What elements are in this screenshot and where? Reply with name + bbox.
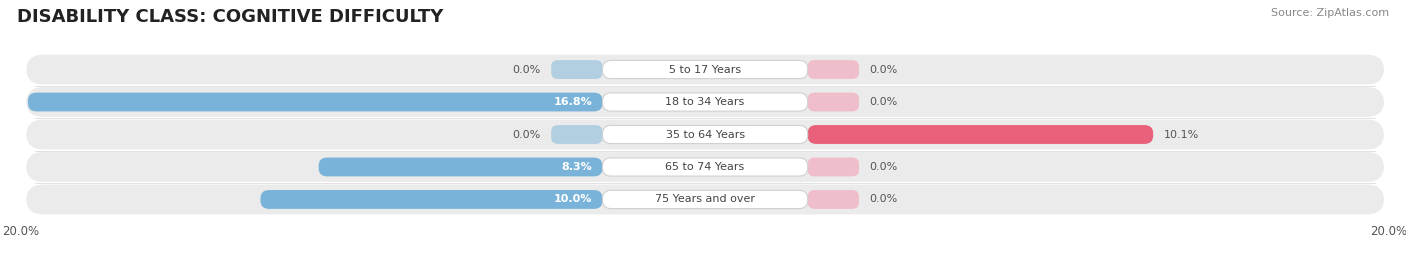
FancyBboxPatch shape xyxy=(27,119,1384,150)
FancyBboxPatch shape xyxy=(603,125,807,144)
Text: Source: ZipAtlas.com: Source: ZipAtlas.com xyxy=(1271,8,1389,18)
FancyBboxPatch shape xyxy=(807,60,859,79)
FancyBboxPatch shape xyxy=(807,158,859,176)
Text: 75 Years and over: 75 Years and over xyxy=(655,194,755,204)
Text: 35 to 64 Years: 35 to 64 Years xyxy=(665,129,745,140)
Text: 0.0%: 0.0% xyxy=(869,65,897,75)
FancyBboxPatch shape xyxy=(28,93,603,111)
FancyBboxPatch shape xyxy=(260,190,603,209)
FancyBboxPatch shape xyxy=(27,185,1384,214)
Text: 5 to 17 Years: 5 to 17 Years xyxy=(669,65,741,75)
FancyBboxPatch shape xyxy=(603,93,807,111)
FancyBboxPatch shape xyxy=(807,93,859,111)
Text: 10.0%: 10.0% xyxy=(554,194,592,204)
FancyBboxPatch shape xyxy=(27,87,1384,117)
Text: 0.0%: 0.0% xyxy=(513,65,541,75)
Text: 0.0%: 0.0% xyxy=(869,162,897,172)
FancyBboxPatch shape xyxy=(603,158,807,176)
FancyBboxPatch shape xyxy=(27,55,1384,84)
FancyBboxPatch shape xyxy=(603,61,807,79)
FancyBboxPatch shape xyxy=(603,190,807,208)
Text: 18 to 34 Years: 18 to 34 Years xyxy=(665,97,745,107)
Text: 8.3%: 8.3% xyxy=(561,162,592,172)
FancyBboxPatch shape xyxy=(551,60,603,79)
Text: 10.1%: 10.1% xyxy=(1163,129,1199,140)
FancyBboxPatch shape xyxy=(319,158,603,176)
FancyBboxPatch shape xyxy=(27,152,1384,182)
Text: 0.0%: 0.0% xyxy=(869,97,897,107)
FancyBboxPatch shape xyxy=(551,125,603,144)
Text: 65 to 74 Years: 65 to 74 Years xyxy=(665,162,745,172)
Text: 16.8%: 16.8% xyxy=(554,97,592,107)
FancyBboxPatch shape xyxy=(807,125,1153,144)
Text: 0.0%: 0.0% xyxy=(869,194,897,204)
Text: 0.0%: 0.0% xyxy=(513,129,541,140)
FancyBboxPatch shape xyxy=(807,190,859,209)
Text: DISABILITY CLASS: COGNITIVE DIFFICULTY: DISABILITY CLASS: COGNITIVE DIFFICULTY xyxy=(17,8,443,26)
